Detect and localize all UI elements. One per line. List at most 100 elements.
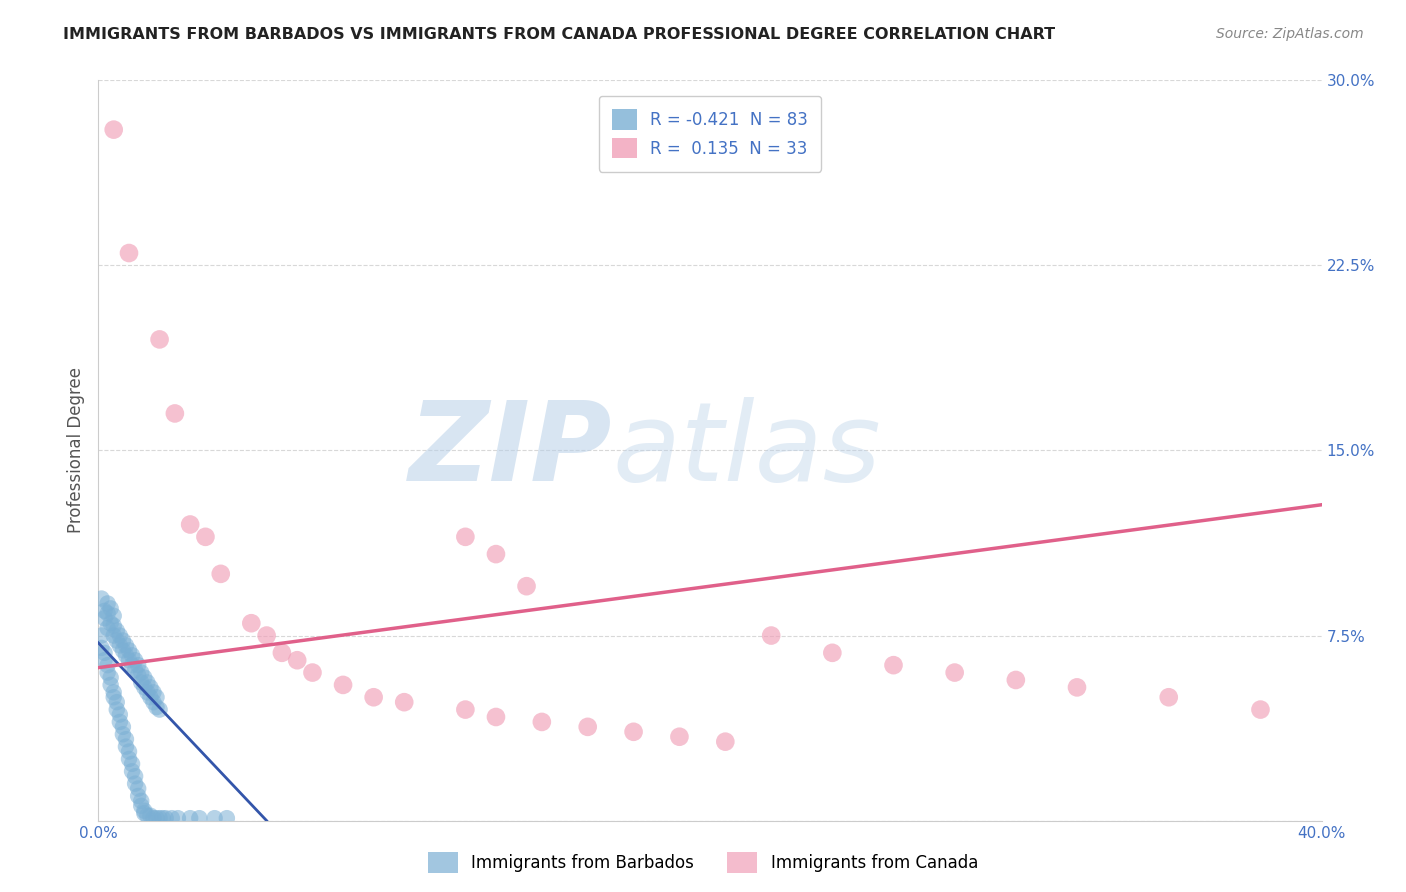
Point (118, 752, 141, 766)
Text: atlas: atlas (612, 397, 880, 504)
Y-axis label: Professional Degree: Professional Degree (66, 368, 84, 533)
Point (188, 811, 211, 825)
Point (576, 720, 599, 734)
Point (179, 517, 201, 532)
Point (160, 811, 183, 825)
Point (285, 653, 308, 667)
Point (118, 246, 141, 260)
Point (363, 690, 385, 705)
Point (240, 616, 263, 631)
Point (103, 690, 125, 705)
Point (103, 685, 125, 699)
Point (883, 658, 905, 673)
Point (392, 695, 416, 709)
Point (115, 648, 138, 663)
Point (108, 714, 131, 729)
Point (139, 690, 162, 705)
Point (124, 653, 146, 667)
Point (134, 671, 156, 685)
Point (103, 628, 125, 642)
Point (105, 695, 128, 709)
Text: Source: ZipAtlas.com: Source: ZipAtlas.com (1216, 27, 1364, 41)
Point (93, 611, 115, 625)
Point (115, 732, 138, 747)
Point (943, 665, 966, 680)
Point (124, 769, 146, 783)
Point (142, 685, 165, 699)
Point (100, 601, 122, 615)
Point (270, 646, 292, 660)
Point (134, 804, 156, 818)
Point (129, 798, 152, 813)
Point (115, 739, 138, 754)
Point (623, 724, 645, 739)
Point (111, 727, 134, 741)
Point (111, 720, 134, 734)
Point (332, 678, 354, 692)
Point (90, 640, 112, 655)
Point (127, 789, 149, 803)
Point (127, 668, 149, 682)
Point (142, 695, 165, 709)
Point (121, 658, 143, 673)
Point (97, 658, 120, 673)
Point (100, 671, 122, 685)
Point (204, 811, 226, 825)
Point (134, 806, 156, 821)
Point (516, 579, 538, 593)
Point (759, 628, 782, 642)
Point (90, 591, 112, 606)
Point (1249, 703, 1271, 717)
Point (149, 332, 172, 346)
Point (136, 685, 159, 699)
Point (136, 808, 159, 822)
Point (97, 665, 120, 680)
Point (142, 811, 165, 825)
Point (100, 678, 122, 692)
Point (485, 710, 508, 724)
Point (121, 756, 143, 771)
Point (129, 675, 152, 690)
Point (134, 681, 156, 695)
Point (179, 811, 201, 825)
Point (108, 639, 131, 653)
Text: IMMIGRANTS FROM BARBADOS VS IMMIGRANTS FROM CANADA PROFESSIONAL DEGREE CORRELATI: IMMIGRANTS FROM BARBADOS VS IMMIGRANTS F… (63, 27, 1056, 42)
Point (149, 811, 172, 825)
Point (167, 811, 190, 825)
Point (129, 794, 152, 808)
Legend: Immigrants from Barbados, Immigrants from Canada: Immigrants from Barbados, Immigrants fro… (422, 846, 984, 880)
Point (129, 665, 152, 680)
Point (256, 628, 278, 642)
Point (97, 597, 120, 611)
Point (1066, 681, 1088, 695)
Point (108, 707, 131, 722)
Point (149, 703, 172, 717)
Point (209, 566, 232, 581)
Text: ZIP: ZIP (409, 397, 612, 504)
Point (145, 690, 167, 705)
Point (105, 624, 128, 638)
Point (714, 734, 737, 748)
Point (145, 700, 167, 714)
Point (145, 811, 167, 825)
Point (454, 703, 477, 717)
Point (93, 604, 115, 618)
Point (93, 653, 115, 667)
Point (155, 811, 177, 825)
Point (118, 745, 141, 759)
Point (103, 608, 125, 623)
Point (100, 616, 122, 631)
Point (111, 643, 134, 657)
Point (152, 811, 174, 825)
Point (105, 703, 128, 717)
Point (215, 811, 238, 825)
Point (127, 658, 149, 673)
Point (121, 764, 143, 779)
Point (121, 648, 143, 663)
Point (1157, 690, 1180, 705)
Point (97, 607, 120, 621)
Point (97, 621, 120, 635)
Point (103, 618, 125, 632)
Point (194, 530, 217, 544)
Point (1004, 673, 1026, 687)
